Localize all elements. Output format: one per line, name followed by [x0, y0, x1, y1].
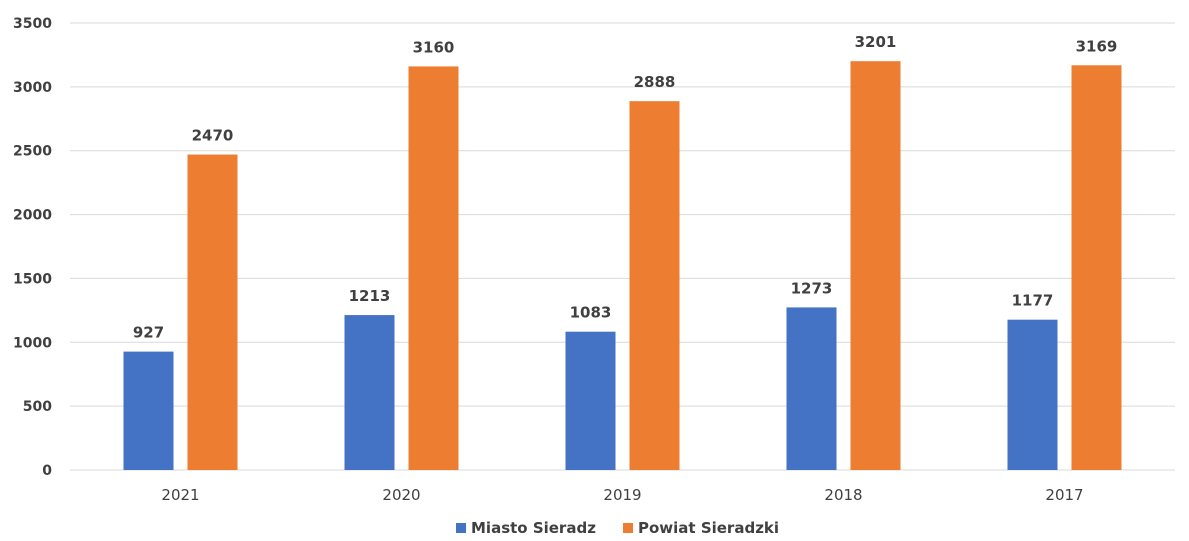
- bar-2019-miasto[interactable]: [565, 331, 616, 470]
- legend[interactable]: Miasto Sieradz Powiat Sieradzki: [456, 519, 779, 537]
- bar-2019-powiat[interactable]: [629, 101, 680, 471]
- legend-swatch: [623, 523, 633, 533]
- bars: [123, 61, 1122, 471]
- y-tick-label: 1000: [13, 335, 52, 351]
- bar-2021-miasto[interactable]: [123, 351, 174, 470]
- y-tick-label: 3000: [13, 80, 52, 96]
- x-tick-label: 2018: [824, 486, 862, 504]
- data-label: 1083: [570, 304, 612, 322]
- x-tick-label: 2021: [161, 486, 199, 504]
- legend-label[interactable]: Powiat Sieradzki: [638, 519, 779, 537]
- bar-2020-powiat[interactable]: [408, 66, 459, 471]
- data-labels: 927 2470 1213 3160 1083 2888 1273 3201 1177 3169: [133, 33, 1118, 341]
- x-axis-ticks: 2021 2020 2019 2018 2017: [161, 486, 1083, 504]
- data-label: 1273: [791, 279, 833, 297]
- y-tick-label: 3500: [13, 16, 52, 32]
- data-label: 927: [133, 324, 164, 342]
- gridlines: [70, 22, 1175, 471]
- bar-2021-powiat[interactable]: [187, 154, 238, 470]
- y-tick-label: 2500: [13, 144, 52, 160]
- y-tick-label: 1500: [13, 271, 52, 287]
- y-tick-label: 2000: [13, 208, 52, 224]
- bar-2017-miasto[interactable]: [1007, 319, 1058, 470]
- data-label: 2470: [192, 127, 234, 145]
- bar-2017-powiat[interactable]: [1071, 65, 1122, 470]
- bar-2020-miasto[interactable]: [344, 315, 395, 470]
- data-label: 1177: [1012, 292, 1054, 310]
- y-tick-label: 500: [23, 399, 52, 415]
- bar-2018-miasto[interactable]: [786, 307, 837, 470]
- bar-2018-powiat[interactable]: [850, 61, 901, 470]
- legend-swatch: [456, 523, 466, 533]
- data-label: 3169: [1076, 37, 1118, 55]
- legend-label[interactable]: Miasto Sieradz: [471, 519, 596, 537]
- y-tick-label: 0: [42, 463, 52, 479]
- data-label: 3201: [855, 33, 897, 51]
- data-label: 2888: [634, 73, 676, 91]
- x-tick-label: 2019: [603, 486, 641, 504]
- data-label: 3160: [413, 38, 455, 56]
- x-tick-label: 2020: [382, 486, 420, 504]
- data-label: 1213: [349, 287, 391, 305]
- y-axis-ticks: 0 500 1000 1500 2000 2500 3000 3500: [13, 16, 52, 479]
- x-tick-label: 2017: [1045, 486, 1083, 504]
